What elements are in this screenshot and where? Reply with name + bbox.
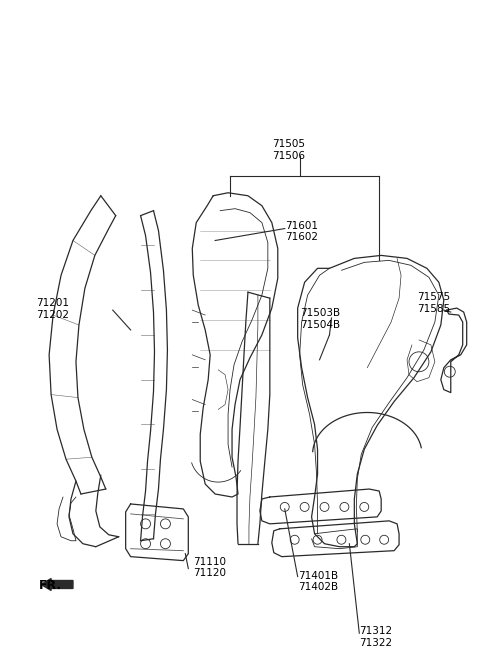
- Text: 71503B
71504B: 71503B 71504B: [300, 308, 340, 330]
- Text: 71110
71120: 71110 71120: [193, 557, 226, 578]
- Text: 71201
71202: 71201 71202: [36, 298, 69, 319]
- Text: 71312
71322: 71312 71322: [360, 626, 393, 648]
- Text: 71505
71506: 71505 71506: [272, 139, 305, 161]
- Text: 71575
71585: 71575 71585: [417, 292, 450, 314]
- Text: FR.: FR.: [39, 579, 62, 592]
- Text: 71601
71602: 71601 71602: [285, 220, 318, 242]
- FancyArrow shape: [41, 579, 73, 590]
- Text: 71401B
71402B: 71401B 71402B: [298, 571, 338, 592]
